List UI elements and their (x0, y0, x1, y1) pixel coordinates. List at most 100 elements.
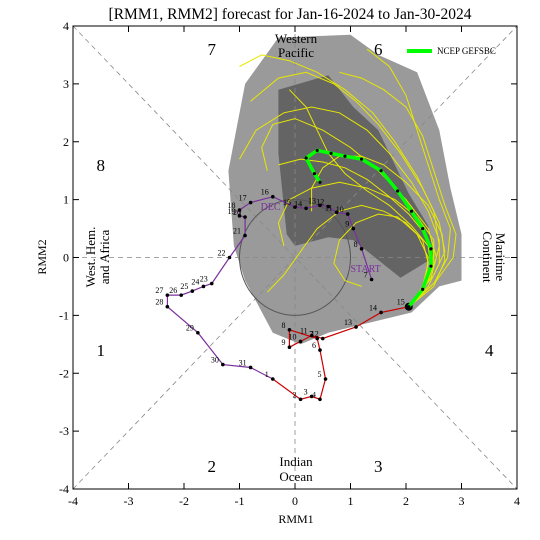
ensemble-members-layer (239, 48, 457, 308)
observed-dec-day-label: 13 (308, 196, 316, 205)
y-tick-label: -2 (59, 366, 69, 380)
observed-dec-day-label: 16 (261, 188, 269, 197)
observed-dec-point (351, 226, 356, 231)
legend-label: NCEP GEFSBC (437, 46, 496, 56)
region-label-maritime-line1: Maritime (493, 233, 508, 282)
ensemble-mean-point (379, 169, 383, 173)
observed-jan-point (379, 310, 383, 315)
observed-dec-point (179, 293, 184, 297)
observed-dec-point (165, 304, 170, 309)
observed-jan-day-label: 12 (311, 330, 319, 339)
observed-jan-day-label: 3 (304, 387, 308, 396)
region-label-whem-line1: West. Hem. (83, 227, 98, 288)
x-tick-label: 2 (403, 494, 409, 508)
observed-jan-point (309, 394, 314, 399)
observed-jan-day-label: 15 (397, 298, 405, 307)
y-tick-label: 3 (63, 77, 69, 91)
spread-inner-area (278, 75, 434, 278)
observed-dec-day-label: 17 (239, 194, 247, 203)
ensemble-mean-point (421, 226, 425, 231)
observed-jan-point (298, 397, 303, 402)
observed-dec-day-label: 15 (283, 198, 291, 207)
observed-jan-day-label: 13 (344, 318, 352, 327)
observed-dec-point (293, 205, 297, 209)
x-tick-label: 1 (348, 494, 354, 508)
x-tick-label: 0 (292, 494, 298, 508)
observed-dec-point (243, 233, 247, 238)
ensemble-member-line (239, 54, 440, 308)
observed-jan-point (354, 325, 358, 329)
observed-jan-day-label: 7 (309, 330, 313, 339)
observed-dec-day-label: 26 (169, 286, 177, 295)
plot-frame (72, 25, 518, 490)
grid-diagonal-1 (72, 25, 518, 490)
observed-jan-day-label: 10 (289, 332, 297, 341)
observed-jan-point (320, 336, 325, 341)
observed-dec-day-label: 7 (364, 270, 368, 279)
observed-dec-point (326, 204, 331, 209)
ensemble-mean-point (429, 264, 433, 268)
ensemble-member-line (278, 158, 435, 308)
ensemble-mean-point (407, 305, 411, 309)
observed-jan-day-label: 5 (318, 370, 322, 379)
y-tick-label: -3 (59, 424, 69, 438)
unit-circle (239, 199, 351, 316)
observed-jan-day-label: 8 (281, 321, 285, 330)
observed-dec-point (243, 215, 247, 219)
observed-dec-point (318, 203, 322, 208)
ensemble-mean-point (429, 247, 433, 251)
observed-jan-point (315, 336, 320, 341)
ensemble-mean-point (312, 171, 317, 176)
observed-dec-day-label: 24 (191, 277, 199, 286)
observed-dec-day-label: 31 (239, 358, 247, 367)
x-tick-label: 4 (514, 494, 520, 508)
region-label-whem-line2: and Africa (97, 230, 112, 285)
observed-dec-point (304, 206, 308, 211)
phase-number-1: 1 (97, 341, 106, 360)
region-label-western-pacific-line2: Pacific (278, 45, 314, 60)
x-tick-label: -3 (124, 494, 134, 508)
ensemble-mean-point (318, 180, 322, 184)
y-tick-label: 2 (63, 135, 69, 149)
region-label-western-pacific-line1: Western (275, 31, 318, 46)
grid-diagonal-2 (72, 25, 518, 490)
observed-dec-point (190, 289, 195, 293)
chart-title: [RMM1, RMM2] forecast for Jan-16-2024 to… (109, 6, 472, 23)
ensemble-member-line (339, 71, 457, 308)
phase-number-3: 3 (374, 457, 383, 476)
region-label-maritime-line2: Continent (480, 231, 495, 283)
observed-dec-day-label: 8 (354, 240, 358, 249)
observed-dec-point (201, 284, 206, 289)
observed-jan-day-label: 11 (300, 327, 308, 336)
ensemble-mean-point (396, 189, 400, 193)
ensemble-mean-point (421, 287, 425, 291)
ensemble-mean-point (343, 154, 347, 158)
observed-jan-point (318, 397, 322, 402)
x-tick-label: -4 (68, 494, 78, 508)
observed-dec-day-label: 14 (294, 199, 302, 208)
observed-dec-point (237, 214, 242, 218)
observed-dec-day-label: 27 (155, 286, 163, 295)
observed-dec-point (248, 365, 253, 370)
observed-dec-point (196, 330, 200, 335)
observed-jan-point (318, 348, 322, 352)
y-tick-label: -1 (59, 308, 69, 322)
observed-dec-day-label: 28 (155, 298, 163, 307)
observed-dec-day-label: 23 (200, 275, 208, 284)
ensemble-member-line (333, 213, 429, 307)
phase-number-7: 7 (208, 40, 217, 59)
ensemble-mean-point (329, 151, 333, 155)
y-axis-label: RMM2 (35, 239, 49, 274)
x-tick-label: -1 (235, 494, 245, 508)
ensemble-mean-layer (303, 148, 433, 309)
observed-jan-day-label: 9 (281, 338, 285, 347)
observed-dec-day-label: 18 (228, 201, 236, 210)
observed-dec-point (209, 281, 214, 286)
observed-jan-day-label: 14 (369, 303, 377, 312)
observed-jan-day-label: 6 (312, 341, 316, 350)
observed-dec-point (248, 200, 253, 205)
observed-jan-day-label: 2 (293, 390, 297, 399)
observed-dec-point (271, 194, 275, 199)
